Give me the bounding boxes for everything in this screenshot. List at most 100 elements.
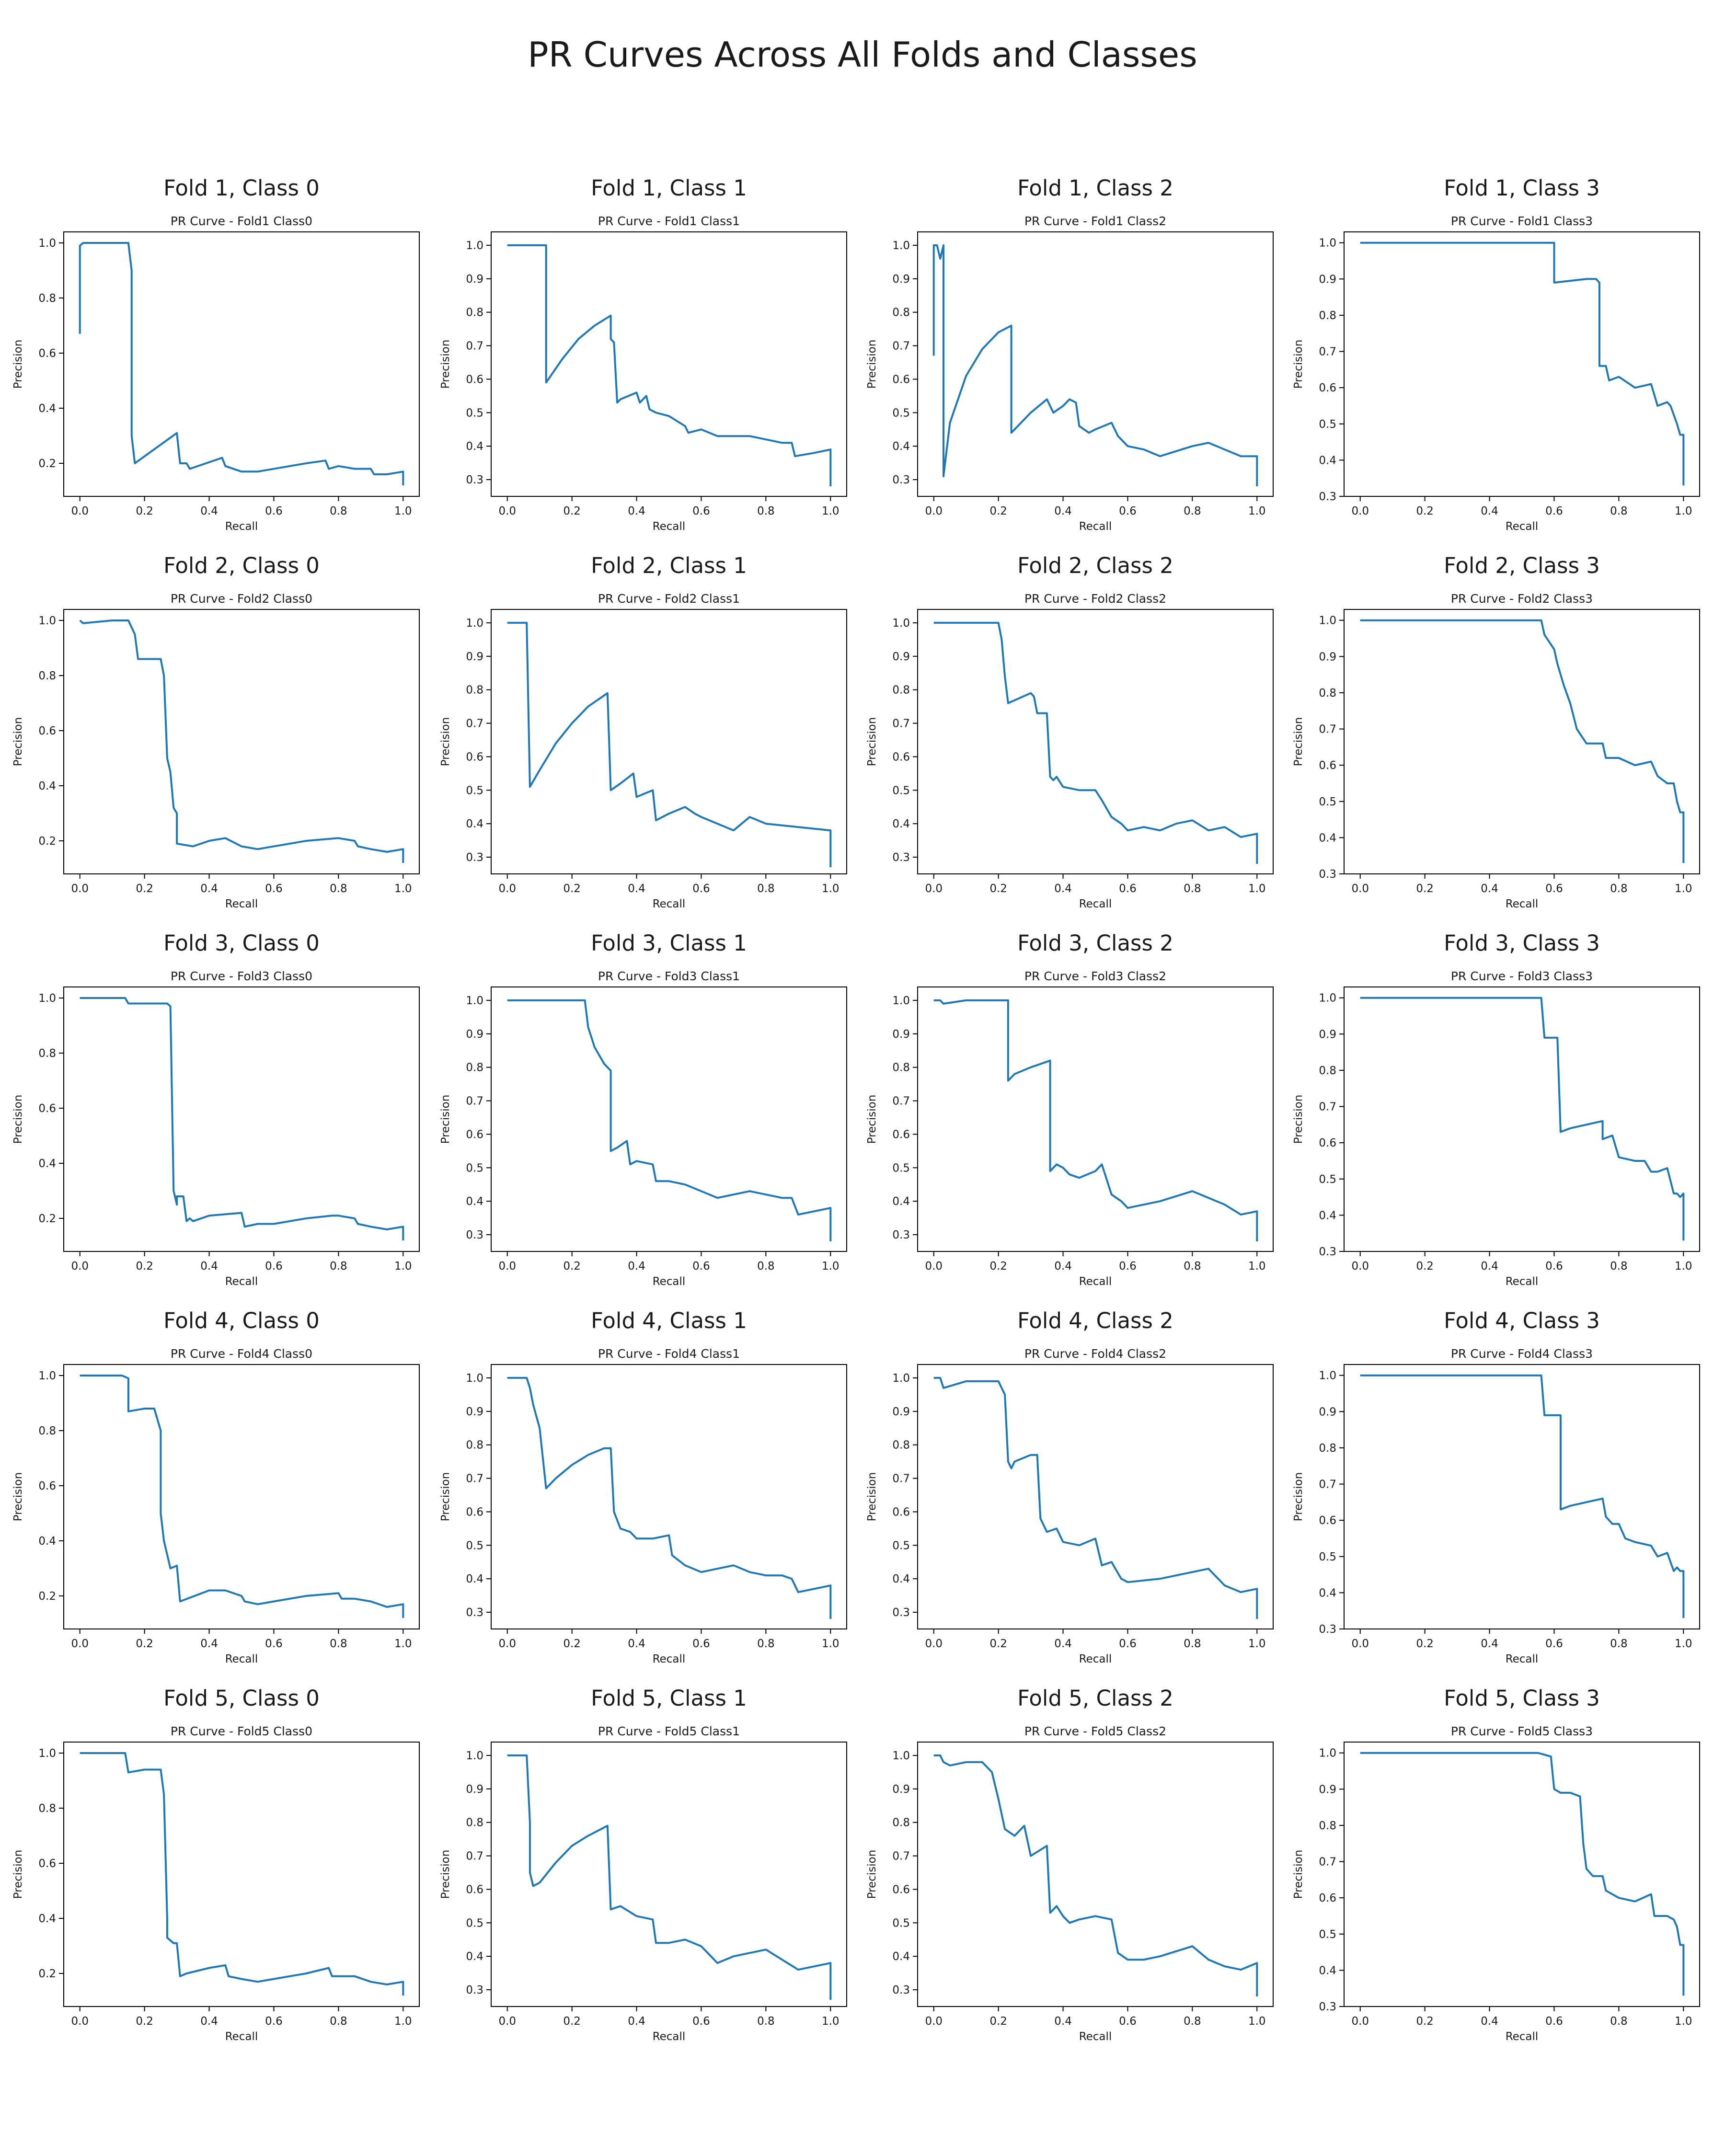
y-tick-label: 0.4 [466, 1573, 483, 1585]
y-tick-label: 0.8 [466, 1062, 483, 1074]
axes-frame [63, 986, 420, 1252]
x-tick-label: 1.0 [1248, 883, 1266, 895]
pr-curve-line [80, 1752, 404, 1995]
y-tick-label: 0.5 [1319, 1173, 1336, 1186]
y-tick-label: 0.9 [1319, 1406, 1336, 1418]
y-tick-label: 0.8 [1319, 687, 1336, 700]
axes-title: PR Curve - Fold4 Class1 [598, 1347, 740, 1361]
y-tick-label: 0.4 [892, 818, 910, 830]
axes-title: PR Curve - Fold3 Class2 [1024, 969, 1166, 983]
y-tick-label: 0.6 [892, 751, 910, 763]
x-tick-label: 0.2 [563, 1638, 581, 1650]
x-tick-label: 0.6 [692, 883, 710, 895]
x-tick-label: 0.8 [757, 1260, 775, 1273]
x-tick-label: 0.8 [330, 1260, 347, 1273]
x-tick-label: 0.4 [1054, 1638, 1072, 1650]
x-tick-label: 0.2 [989, 505, 1007, 517]
y-tick-label: 0.5 [892, 1162, 910, 1174]
axes-frame [1344, 986, 1700, 1252]
y-tick-label: 0.5 [892, 407, 910, 419]
x-tick-label: 0.4 [1054, 1260, 1072, 1273]
y-tick-label: 0.7 [466, 1095, 483, 1108]
y-tick-label: 0.6 [466, 1128, 483, 1141]
y-axis-label: Precision [1292, 1472, 1305, 1522]
y-tick-label: 0.6 [1319, 382, 1336, 394]
x-tick-label: 0.2 [989, 1260, 1007, 1273]
x-tick-label: 1.0 [822, 1260, 840, 1273]
x-tick-label: 0.2 [1416, 1260, 1434, 1273]
x-tick-label: 0.0 [1351, 1260, 1369, 1273]
x-tick-label: 0.4 [1481, 1260, 1498, 1273]
y-tick-label: 0.7 [1319, 1479, 1336, 1491]
y-tick-label: 0.6 [892, 373, 910, 386]
x-tick-label: 0.2 [989, 1638, 1007, 1650]
y-tick-label: 0.7 [1319, 723, 1336, 736]
y-tick-label: 1.0 [1319, 1747, 1336, 1760]
x-tick-label: 1.0 [394, 1260, 412, 1273]
y-tick-label: 0.4 [38, 1535, 56, 1548]
x-tick-label: 0.4 [1481, 2015, 1498, 2028]
y-axis-label: Precision [1292, 340, 1305, 389]
x-tick-label: 1.0 [1248, 1260, 1266, 1273]
y-tick-label: 0.5 [1319, 1928, 1336, 1941]
y-axis-label: Precision [866, 717, 878, 767]
pr-curve-line [1360, 1752, 1685, 1996]
x-tick-label: 0.0 [71, 1638, 89, 1650]
x-tick-label: 1.0 [394, 505, 412, 517]
x-tick-label: 0.4 [628, 505, 645, 517]
subplot-suptitle: Fold 2, Class 1 [591, 553, 747, 578]
y-tick-label: 0.5 [466, 1539, 483, 1552]
x-tick-label: 1.0 [822, 2015, 840, 2028]
y-axis-label: Precision [12, 1850, 24, 1899]
y-tick-label: 0.2 [38, 1213, 56, 1225]
y-axis-label: Precision [1292, 1850, 1305, 1899]
y-tick-label: 1.0 [38, 237, 56, 250]
y-tick-label: 0.7 [892, 1850, 910, 1863]
y-tick-label: 0.2 [38, 1590, 56, 1603]
x-axis-label: Recall [1079, 520, 1112, 533]
x-tick-label: 0.8 [1610, 505, 1628, 517]
x-tick-label: 1.0 [1248, 505, 1266, 517]
x-tick-label: 0.6 [1119, 1260, 1137, 1273]
x-tick-label: 1.0 [394, 2015, 412, 2028]
y-tick-label: 0.3 [466, 851, 483, 864]
y-tick-label: 0.8 [1319, 1820, 1336, 1832]
subplot-f2-c1: Fold 2, Class 1 PR Curve - Fold2 Class1 0.… [439, 553, 847, 910]
axes-title: PR Curve - Fold1 Class1 [598, 214, 740, 228]
subplot-suptitle: Fold 1, Class 0 [163, 175, 320, 201]
subplot-f2-c3: Fold 2, Class 3 PR Curve - Fold2 Class3 0.… [1292, 553, 1700, 910]
x-tick-label: 0.4 [628, 1260, 645, 1273]
subplot-suptitle: Fold 1, Class 2 [1017, 175, 1173, 201]
subplot-suptitle: Fold 3, Class 1 [591, 930, 747, 956]
x-axis-label: Recall [1079, 898, 1112, 910]
subplot-f4-c0: Fold 4, Class 0 PR Curve - Fold4 Class0 0.… [12, 1308, 420, 1665]
x-tick-label: 0.6 [265, 505, 283, 517]
y-tick-label: 0.4 [466, 818, 483, 830]
y-axis-label: Precision [439, 1850, 452, 1899]
x-tick-label: 1.0 [1675, 2015, 1692, 2028]
axes-title: PR Curve - Fold3 Class0 [171, 969, 312, 983]
x-tick-label: 0.6 [265, 1260, 283, 1273]
x-tick-label: 0.6 [692, 1260, 710, 1273]
pr-curve-line [933, 1754, 1258, 1996]
axes-frame [63, 1364, 420, 1629]
x-tick-label: 1.0 [1248, 2015, 1266, 2028]
y-tick-label: 0.3 [466, 1984, 483, 1996]
axes-title: PR Curve - Fold4 Class0 [171, 1347, 312, 1361]
y-axis-label: Precision [866, 340, 878, 389]
x-tick-label: 0.0 [1351, 1638, 1369, 1650]
x-tick-label: 0.6 [1545, 505, 1563, 517]
y-tick-label: 0.5 [466, 784, 483, 797]
x-tick-label: 0.0 [1351, 883, 1369, 895]
y-tick-label: 0.8 [466, 1817, 483, 1829]
x-tick-label: 0.8 [1184, 1638, 1201, 1650]
y-tick-label: 0.6 [1319, 759, 1336, 772]
pr-curve-line [507, 1754, 832, 2000]
x-tick-label: 0.0 [71, 883, 89, 895]
subplot-f1-c2: Fold 1, Class 2 PR Curve - Fold1 Class2 0.… [866, 175, 1274, 533]
x-tick-label: 0.6 [1545, 2015, 1563, 2028]
x-tick-label: 0.0 [71, 2015, 89, 2028]
axes-title: PR Curve - Fold2 Class2 [1024, 592, 1166, 606]
y-axis-label: Precision [1292, 1095, 1305, 1144]
subplot-suptitle: Fold 5, Class 1 [591, 1686, 747, 1711]
